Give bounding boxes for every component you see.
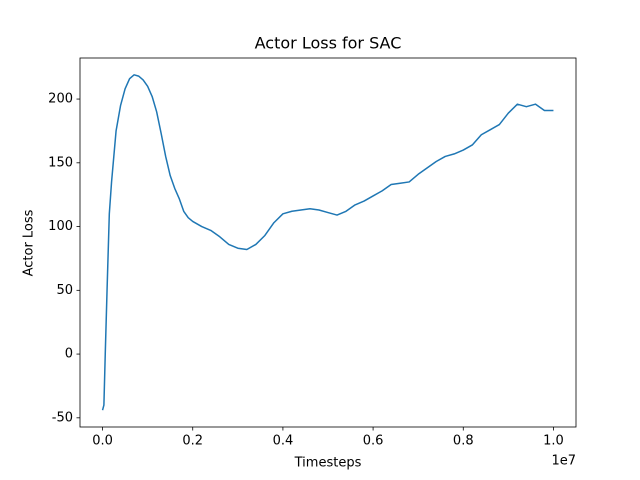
x-tick-label: 1.0 [543, 434, 564, 449]
x-tick-label: 0.2 [182, 434, 203, 449]
data-line [101, 74, 554, 411]
x-axis-label: Timesteps [294, 456, 362, 471]
y-tick-label: 100 [48, 219, 73, 234]
x-tick-label: 0.4 [273, 434, 294, 449]
y-axis-label: Actor Loss [22, 209, 37, 276]
chart-title: Actor Loss for SAC [255, 34, 402, 53]
y-tick-label: 150 [48, 155, 73, 170]
y-tick-label: -50 [52, 410, 73, 425]
y-tick-label: 0 [65, 347, 73, 362]
y-tick-label: 50 [56, 283, 73, 298]
x-offset-label: 1e7 [551, 454, 576, 469]
x-tick-label: 0.6 [363, 434, 384, 449]
x-tick-label: 0.0 [92, 434, 113, 449]
x-tick-label: 0.8 [453, 434, 474, 449]
plot-frame [79, 57, 577, 428]
y-tick-label: 200 [48, 92, 73, 107]
